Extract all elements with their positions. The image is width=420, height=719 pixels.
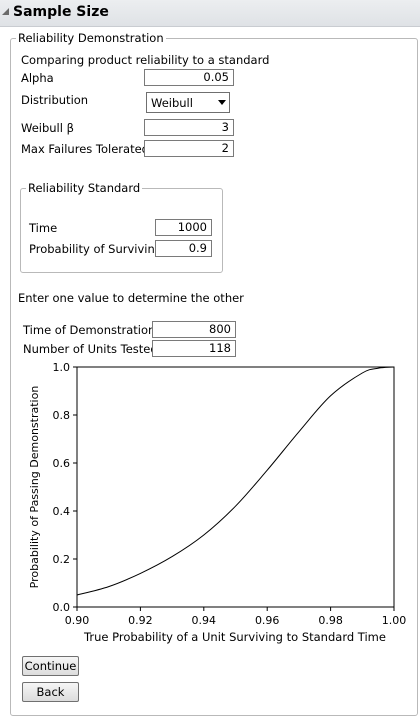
- y-axis-label: Probability of Passing Demonstration: [28, 386, 41, 589]
- passing-probability-chart: 0.90 0.92 0.94 0.96 0.98 1.00 0.0 0.2 0.4 0.6 0.8…: [28, 361, 407, 644]
- chevron-down-icon: [218, 100, 226, 105]
- y-tick-label: 0.8: [53, 409, 71, 422]
- description-text: Comparing product reliability to a stand…: [21, 53, 270, 67]
- x-axis-label: True Probability of a Unit Surviving to …: [83, 630, 386, 644]
- prob-surviving-input[interactable]: 0.9: [155, 240, 212, 257]
- back-button[interactable]: Back: [22, 682, 79, 702]
- y-tick-label: 1.0: [53, 361, 71, 374]
- y-tick-label: 0.6: [53, 457, 71, 470]
- units-tested-label: Number of Units Tested: [23, 342, 158, 356]
- x-tick-label: 0.98: [318, 614, 343, 627]
- x-tick-label: 0.92: [128, 614, 153, 627]
- weibull-beta-label: Weibull β: [21, 121, 74, 135]
- distribution-selected-value: Weibull: [151, 96, 193, 110]
- time-label: Time: [29, 221, 58, 235]
- time-input[interactable]: 1000: [155, 219, 212, 236]
- reliability-demonstration-label: Reliability Demonstration: [16, 31, 166, 45]
- max-failures-input[interactable]: 2: [144, 140, 234, 157]
- y-axis: 0.0 0.2 0.4 0.6 0.8 1.0: [53, 361, 77, 614]
- x-tick-label: 0.96: [255, 614, 280, 627]
- plot-frame: [76, 366, 395, 608]
- weibull-beta-input[interactable]: 3: [144, 119, 234, 136]
- passing-probability-curve: [76, 366, 395, 596]
- title-bar: Sample Size: [0, 0, 420, 27]
- reliability-demonstration-group: [10, 38, 418, 716]
- page-title: Sample Size: [13, 4, 109, 20]
- y-tick-label: 0.0: [53, 601, 71, 614]
- continue-button[interactable]: Continue: [22, 656, 79, 676]
- max-failures-label: Max Failures Tolerated: [21, 142, 149, 156]
- instruction-text: Enter one value to determine the other: [18, 291, 244, 305]
- x-tick-label: 0.94: [192, 614, 217, 627]
- y-tick-label: 0.4: [53, 505, 71, 518]
- alpha-input[interactable]: 0.05: [144, 69, 234, 86]
- alpha-label: Alpha: [21, 71, 54, 85]
- x-tick-label: 1.00: [382, 614, 407, 627]
- x-tick-label: 0.90: [65, 614, 90, 627]
- prob-surviving-label: Probability of Surviving: [29, 242, 163, 256]
- time-demo-label: Time of Demonstration: [23, 323, 156, 337]
- y-tick-label: 0.2: [53, 553, 71, 566]
- distribution-label: Distribution: [21, 93, 89, 107]
- collapse-triangle-icon[interactable]: [2, 8, 9, 15]
- distribution-select[interactable]: Weibull: [146, 92, 230, 113]
- time-demo-input[interactable]: 800: [152, 321, 236, 338]
- units-tested-input[interactable]: 118: [152, 340, 236, 357]
- reliability-standard-label: Reliability Standard: [26, 181, 143, 195]
- x-axis: 0.90 0.92 0.94 0.96 0.98 1.00: [65, 607, 407, 627]
